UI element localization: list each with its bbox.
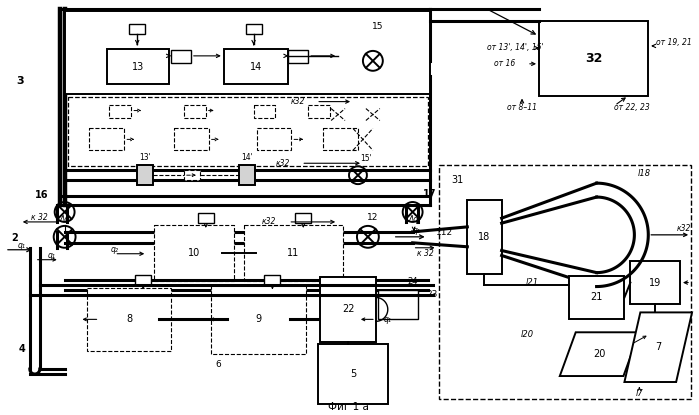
- Bar: [569, 276, 624, 320]
- Bar: [264, 275, 280, 285]
- Text: 112: 112: [436, 228, 453, 237]
- Bar: [256, 233, 331, 273]
- Text: 2: 2: [12, 233, 18, 243]
- Bar: [244, 225, 343, 281]
- Bar: [254, 105, 275, 117]
- Bar: [539, 21, 648, 95]
- Text: l20: l20: [521, 330, 533, 339]
- Text: к32: к32: [276, 159, 291, 168]
- Bar: [64, 11, 430, 94]
- Text: 10: 10: [188, 248, 200, 258]
- Bar: [630, 261, 680, 305]
- Text: l7: l7: [635, 389, 643, 398]
- Text: 13': 13': [139, 153, 151, 162]
- Text: 31: 31: [452, 175, 463, 185]
- Bar: [257, 129, 291, 150]
- Text: 22: 22: [342, 305, 354, 315]
- Text: к32: к32: [261, 217, 275, 227]
- Bar: [184, 105, 206, 117]
- Text: 14': 14': [240, 153, 252, 162]
- Bar: [174, 129, 209, 150]
- Text: от 19, 21: от 19, 21: [656, 39, 692, 47]
- Bar: [99, 296, 159, 342]
- Bar: [129, 24, 145, 34]
- Text: l21: l21: [526, 278, 538, 287]
- Polygon shape: [624, 312, 692, 382]
- Bar: [289, 50, 308, 63]
- Text: 23: 23: [427, 290, 438, 299]
- Text: 14: 14: [250, 62, 263, 72]
- Bar: [320, 277, 376, 342]
- Text: 7: 7: [655, 342, 661, 352]
- Text: 20: 20: [593, 349, 606, 359]
- Bar: [378, 290, 417, 320]
- Text: 4: 4: [18, 344, 25, 354]
- Text: 16: 16: [35, 190, 48, 200]
- Text: 32: 32: [585, 52, 603, 65]
- Bar: [323, 129, 358, 150]
- Bar: [89, 129, 124, 150]
- Text: к32: к32: [677, 225, 691, 233]
- Text: 13: 13: [132, 62, 144, 72]
- Text: 18: 18: [478, 232, 491, 242]
- Text: 8: 8: [127, 314, 132, 325]
- Bar: [238, 165, 254, 185]
- Bar: [109, 105, 131, 117]
- Text: q₁: q₁: [384, 315, 391, 324]
- Text: q₁: q₁: [18, 241, 26, 250]
- Text: Δq: Δq: [59, 215, 70, 225]
- Text: Фиг 1 а: Фиг 1 а: [328, 402, 368, 412]
- Bar: [224, 49, 289, 84]
- Text: 15: 15: [372, 22, 384, 31]
- Bar: [211, 285, 306, 354]
- Text: q₂: q₂: [110, 245, 118, 254]
- Text: 9: 9: [255, 314, 261, 325]
- Bar: [245, 24, 261, 34]
- Bar: [154, 225, 233, 281]
- Text: от 22, 23: от 22, 23: [614, 103, 650, 112]
- Bar: [171, 50, 191, 63]
- Polygon shape: [560, 332, 640, 376]
- Bar: [108, 49, 169, 84]
- Bar: [68, 97, 428, 166]
- Text: q₁: q₁: [48, 251, 56, 260]
- Text: l18: l18: [637, 168, 651, 178]
- Bar: [87, 288, 171, 351]
- Text: 3: 3: [16, 76, 24, 86]
- Bar: [184, 170, 200, 180]
- Text: q₁: q₁: [412, 226, 421, 235]
- Text: 21: 21: [591, 293, 603, 303]
- Text: от 16: от 16: [494, 59, 515, 68]
- Text: Δq: Δq: [409, 215, 419, 225]
- Text: 11: 11: [287, 248, 299, 258]
- Text: от 8–11: от 8–11: [507, 103, 537, 112]
- Text: 5: 5: [350, 369, 356, 379]
- Bar: [440, 165, 691, 399]
- Text: к32: к32: [291, 97, 305, 106]
- Bar: [166, 233, 222, 273]
- Text: 12: 12: [367, 213, 379, 222]
- Bar: [295, 213, 311, 223]
- Bar: [198, 213, 214, 223]
- Text: 24: 24: [408, 277, 418, 286]
- Text: 17: 17: [423, 189, 436, 199]
- Text: 19: 19: [649, 278, 661, 288]
- Text: от 13', 14', 15': от 13', 14', 15': [487, 44, 544, 52]
- Text: к 32: к 32: [31, 213, 48, 222]
- Bar: [308, 105, 330, 117]
- Text: 15': 15': [360, 154, 372, 163]
- Bar: [318, 344, 388, 404]
- Text: 6: 6: [216, 360, 222, 369]
- Bar: [135, 275, 151, 285]
- Bar: [226, 298, 290, 341]
- Bar: [137, 165, 153, 185]
- Text: к 32: к 32: [417, 249, 434, 258]
- Bar: [467, 200, 502, 274]
